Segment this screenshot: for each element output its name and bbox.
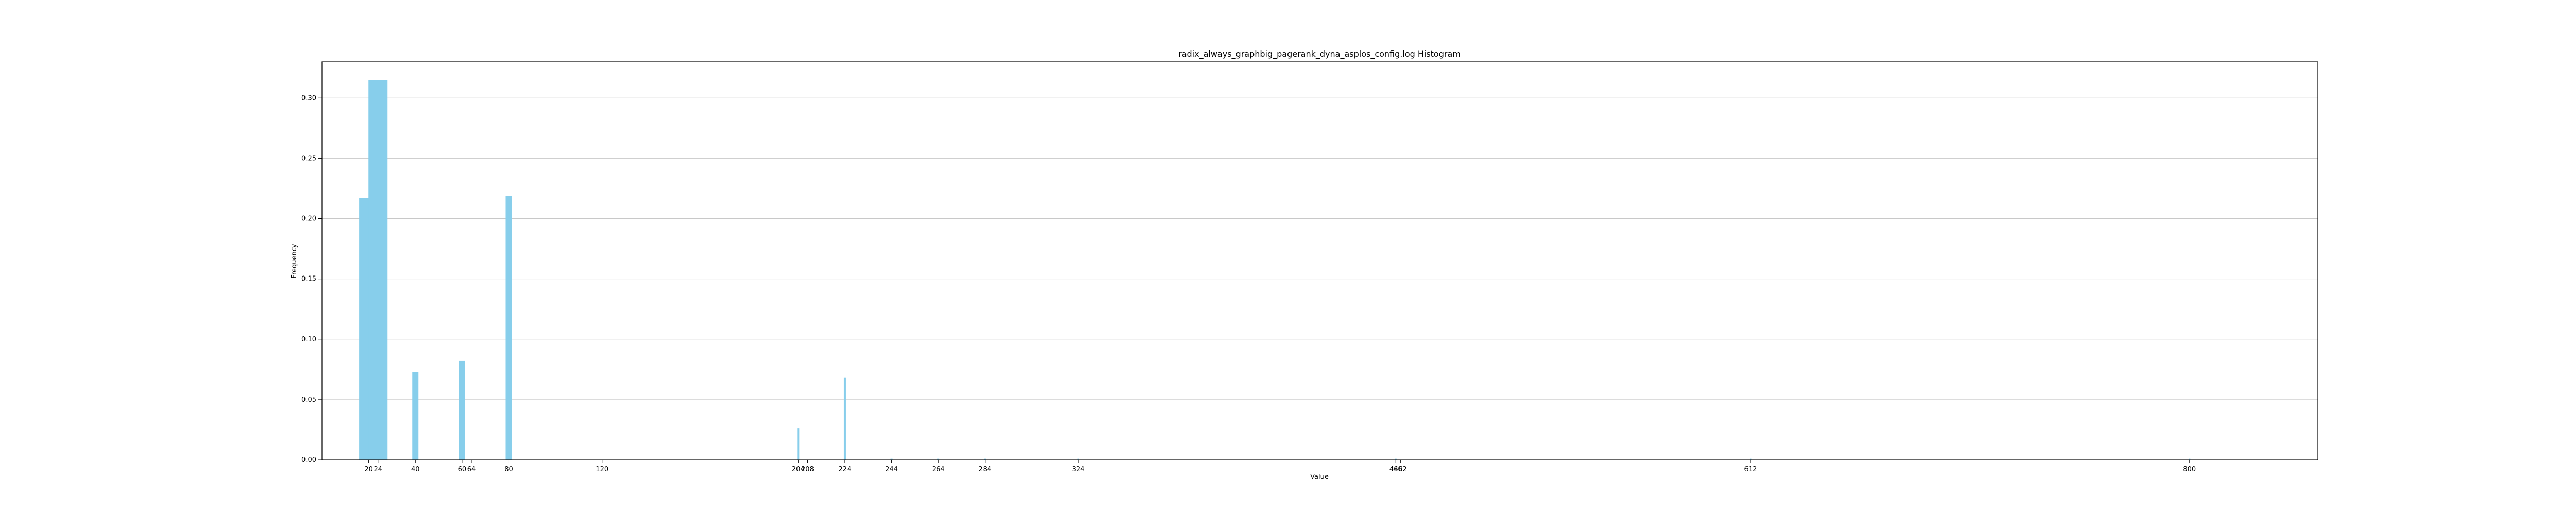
histogram-bar: [843, 377, 846, 460]
histogram-bar: [368, 80, 388, 460]
y-tick-label: 0.15: [301, 275, 316, 283]
y-tick-label: 0.05: [301, 396, 316, 404]
chart-title: radix_always_graphbig_pagerank_dyna_aspl…: [1178, 49, 1461, 59]
histogram-bar: [2189, 458, 2191, 460]
x-tick-label: 244: [885, 466, 898, 473]
x-tick-label: 64: [467, 466, 476, 473]
bar-layer: [359, 80, 2191, 460]
x-tick-label: 80: [504, 466, 513, 473]
x-axis-label: Value: [1310, 473, 1329, 481]
y-tick-label: 0.20: [301, 215, 316, 223]
x-tick-label: 462: [1394, 466, 1407, 473]
y-axis-label: Frequency: [291, 244, 298, 278]
histogram-bar: [1077, 458, 1079, 460]
histogram-bar: [890, 458, 893, 460]
plot-frame: [321, 61, 2318, 460]
x-tick-label: 264: [932, 466, 945, 473]
histogram-bar: [1750, 458, 1752, 460]
y-tick-label: 0.30: [301, 94, 316, 102]
histogram-bar: [459, 360, 465, 460]
x-tick-label: 800: [2183, 466, 2196, 473]
y-tick-label: 0.10: [301, 336, 316, 343]
x-tick-label: 120: [596, 466, 608, 473]
x-tick-label: 24: [374, 466, 382, 473]
grid-layer: [322, 97, 2318, 460]
x-tick-label: 60: [458, 466, 467, 473]
y-tick-label: 0.00: [301, 456, 316, 464]
histogram-bar: [1395, 458, 1397, 460]
x-tick-label: 284: [978, 466, 991, 473]
histogram-bar: [984, 458, 986, 460]
x-tick-label: 460: [1389, 466, 1402, 473]
x-tick-label: 208: [801, 466, 814, 473]
histogram-bar: [797, 428, 800, 460]
axis-layer: 0.00 0.05 0.10 0.15 0.20 0.25 0.30 20 24 40 60 64 80…: [301, 94, 2196, 473]
y-tick-label: 0.25: [301, 154, 316, 162]
histogram-bar: [505, 196, 512, 460]
x-tick-label: 20: [364, 466, 373, 473]
histogram-bar: [937, 458, 940, 460]
x-tick-label: 224: [839, 466, 852, 473]
x-tick-label: 612: [1744, 466, 1757, 473]
histogram-bar: [412, 372, 419, 460]
x-tick-label: 324: [1072, 466, 1085, 473]
x-tick-label: 204: [792, 466, 805, 473]
x-tick-label: 40: [411, 466, 420, 473]
